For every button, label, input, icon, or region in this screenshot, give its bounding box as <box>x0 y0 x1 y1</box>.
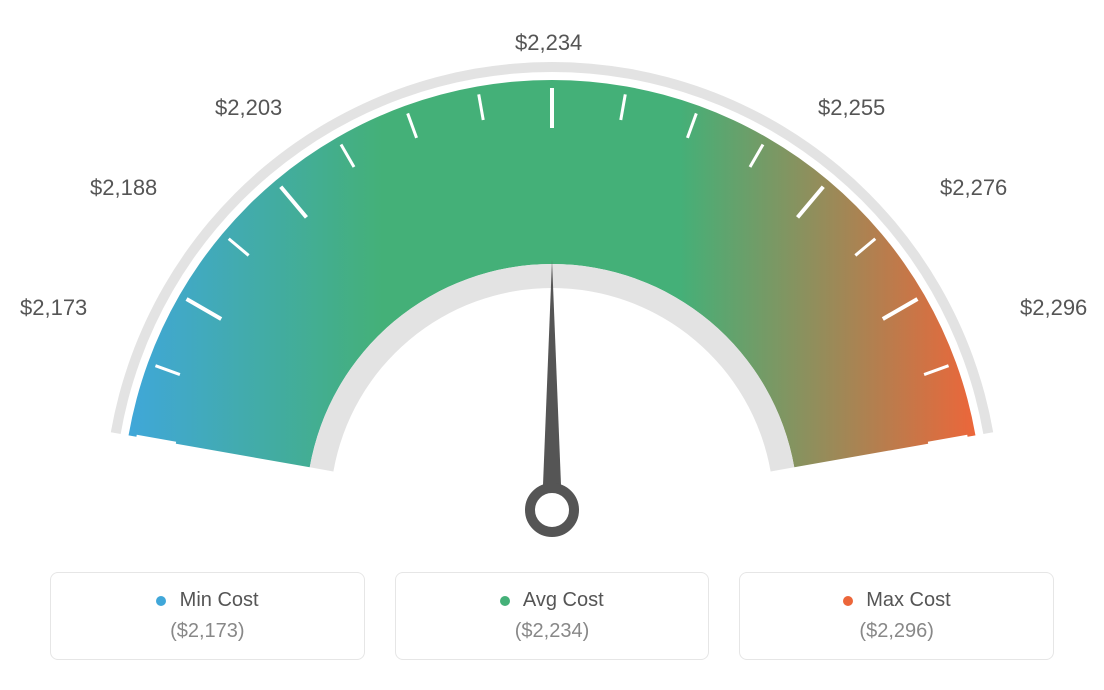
legend-max-dot <box>843 596 853 606</box>
legend-avg-dot <box>500 596 510 606</box>
legend-avg-label: Avg Cost <box>406 589 699 612</box>
legend-avg-value: ($2,234) <box>406 620 699 643</box>
gauge-tick-label: $2,276 <box>940 175 1007 201</box>
legend-max-label: Max Cost <box>750 589 1043 612</box>
gauge-tick-label: $2,234 <box>515 30 582 56</box>
gauge-tick-label: $2,173 <box>20 295 87 321</box>
legend-avg-label-text: Avg Cost <box>523 589 604 611</box>
gauge: $2,173 $2,188 $2,203 $2,234 $2,255 $2,276 $2,2… <box>0 0 1104 560</box>
legend-max-label-text: Max Cost <box>866 589 950 611</box>
cost-gauge-container: $2,173 $2,188 $2,203 $2,234 $2,255 $2,276 $2,2… <box>0 0 1104 690</box>
gauge-tick-label: $2,296 <box>1020 295 1087 321</box>
gauge-tick-label: $2,203 <box>215 95 282 121</box>
gauge-tick-label: $2,188 <box>90 175 157 201</box>
legend-max: Max Cost ($2,296) <box>739 572 1054 660</box>
legend-min-label-text: Min Cost <box>180 589 259 611</box>
legend-avg: Avg Cost ($2,234) <box>395 572 710 660</box>
gauge-tick-label: $2,255 <box>818 95 885 121</box>
legend-row: Min Cost ($2,173) Avg Cost ($2,234) Max … <box>50 572 1054 660</box>
legend-max-value: ($2,296) <box>750 620 1043 643</box>
legend-min-value: ($2,173) <box>61 620 354 643</box>
legend-min: Min Cost ($2,173) <box>50 572 365 660</box>
legend-min-label: Min Cost <box>61 589 354 612</box>
legend-min-dot <box>156 596 166 606</box>
gauge-svg <box>0 0 1104 560</box>
